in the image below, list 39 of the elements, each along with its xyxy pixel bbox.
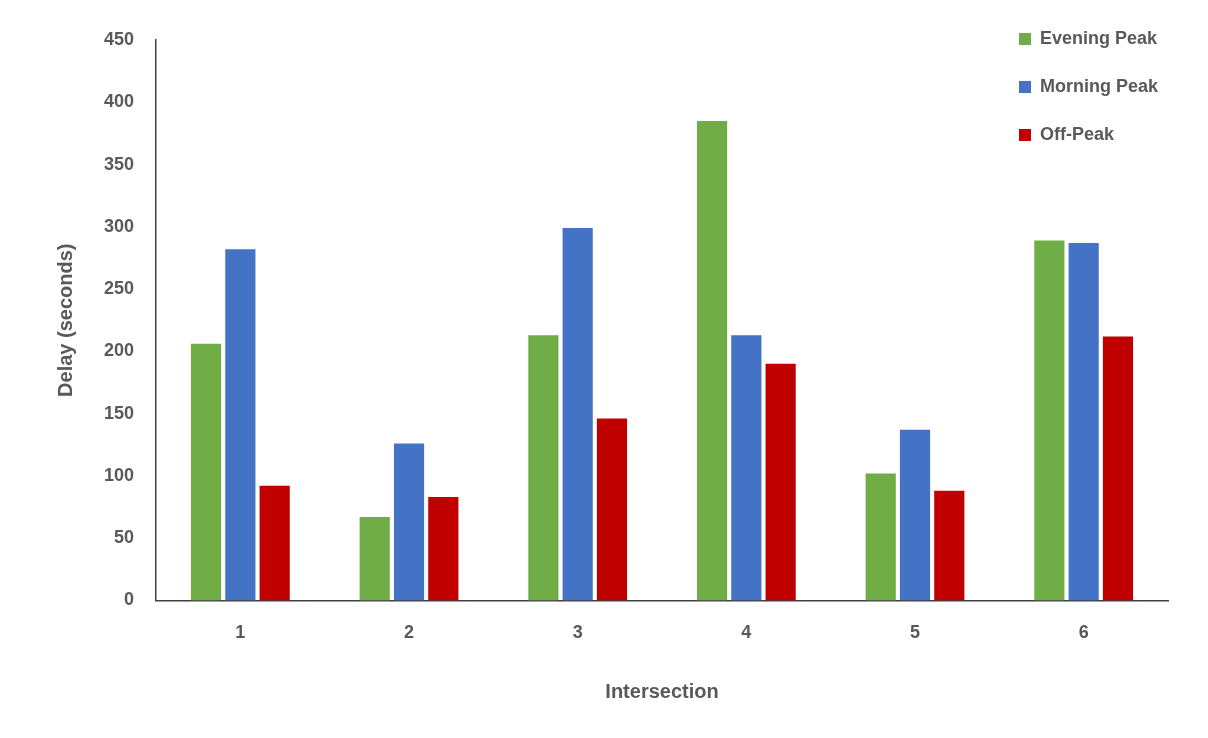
x-tick-label: 3 bbox=[572, 622, 583, 643]
x-tick-label: 1 bbox=[235, 622, 246, 643]
bar bbox=[528, 335, 559, 601]
bar bbox=[934, 490, 965, 601]
bar bbox=[899, 429, 931, 601]
bar bbox=[259, 485, 290, 601]
bar bbox=[765, 363, 796, 601]
y-tick-label: 300 bbox=[103, 215, 135, 236]
bar bbox=[731, 335, 762, 601]
legend-label: Off-Peak bbox=[1039, 123, 1115, 144]
legend-label: Morning Peak bbox=[1039, 75, 1159, 96]
y-tick-label: 450 bbox=[103, 28, 135, 49]
x-tick-label: 5 bbox=[910, 622, 921, 643]
bar bbox=[190, 343, 222, 601]
bar bbox=[428, 497, 459, 601]
y-tick-label: 0 bbox=[124, 589, 135, 610]
y-tick-label: 150 bbox=[103, 402, 135, 423]
x-tick-label: 6 bbox=[1078, 622, 1089, 643]
y-tick-label: 400 bbox=[103, 91, 135, 112]
bar bbox=[359, 516, 390, 601]
x-axis-title: Intersection bbox=[605, 679, 719, 702]
y-axis-title: Delay (seconds) bbox=[53, 243, 76, 397]
x-tick-label: 2 bbox=[404, 622, 415, 643]
y-tick-label: 250 bbox=[103, 278, 135, 299]
x-tick-label: 4 bbox=[741, 622, 752, 643]
y-tick-label: 200 bbox=[103, 340, 135, 361]
bar bbox=[696, 120, 728, 601]
bar bbox=[562, 228, 593, 601]
bar bbox=[225, 249, 256, 601]
bar bbox=[596, 418, 628, 601]
bar bbox=[1034, 240, 1065, 601]
y-tick-label: 350 bbox=[103, 153, 135, 174]
bar bbox=[1068, 242, 1099, 601]
bar bbox=[393, 443, 425, 601]
y-tick-label: 100 bbox=[103, 464, 135, 485]
y-tick-label: 50 bbox=[114, 527, 135, 548]
bar bbox=[1102, 336, 1134, 601]
bar bbox=[865, 473, 896, 601]
legend-label: Evening Peak bbox=[1039, 27, 1159, 48]
